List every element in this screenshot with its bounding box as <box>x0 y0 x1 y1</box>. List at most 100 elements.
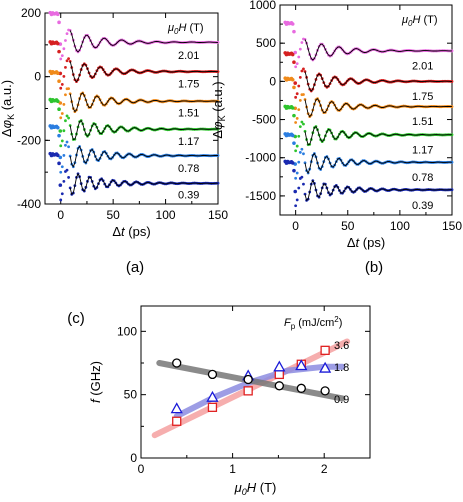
trace-point <box>67 176 70 179</box>
data-point-square <box>172 416 182 426</box>
panel-a: 0 50 100 150 200 0 -200 -400 ΔφK (a.u.) Δt (ps) μ0… <box>0 6 228 276</box>
trace-point <box>58 129 63 133</box>
y-tick-label: 0 <box>130 451 137 465</box>
trace-point <box>290 77 295 82</box>
trace-point <box>293 189 298 194</box>
data-point-square <box>243 386 253 396</box>
trace-point <box>58 101 63 105</box>
trace-point <box>57 49 61 54</box>
y-tick-label: -400 <box>17 197 41 211</box>
panel-label-b: (b) <box>365 259 383 276</box>
y-tick-label: 500 <box>256 36 276 50</box>
series-label: 0.9 <box>334 394 349 406</box>
trace-point <box>294 176 298 180</box>
trace-point <box>294 95 298 99</box>
trace-point <box>293 50 298 55</box>
trace-point <box>292 141 296 145</box>
legend-title: μ0H (T) <box>401 14 438 28</box>
y-axis-label: ΔφK (a.u.) <box>210 81 227 138</box>
trace-point <box>297 134 301 138</box>
fit-line <box>304 179 452 202</box>
trace-point <box>60 83 64 86</box>
data-point-triangle <box>273 360 286 372</box>
trace-point <box>58 155 63 160</box>
y-tick-label: 200 <box>21 6 41 20</box>
trace-point <box>300 120 304 124</box>
fit-line <box>304 71 453 92</box>
trace-point <box>302 122 305 126</box>
trace-point <box>59 170 63 174</box>
trace-point <box>59 57 63 61</box>
data-point-circle <box>172 358 182 368</box>
trace-point <box>292 168 296 173</box>
trace-point <box>295 92 299 96</box>
trace-point <box>292 29 296 34</box>
series-label: 3.6 <box>334 340 349 352</box>
data-point-circle <box>320 386 330 396</box>
trace-point <box>302 93 305 96</box>
series-label: 1.8 <box>334 362 349 374</box>
data-point-triangle <box>295 359 308 371</box>
data-point-circle <box>296 383 306 393</box>
x-axis-label: Δt (ps) <box>347 235 385 250</box>
trace-point <box>55 99 60 104</box>
trace-point <box>65 114 69 118</box>
y-tick-label: -200 <box>17 133 41 147</box>
y-axis-label: f (GHz) <box>88 361 103 403</box>
trace-point <box>297 186 301 190</box>
trace-point <box>55 153 60 158</box>
fit-line <box>304 125 453 146</box>
trace-point <box>64 119 67 123</box>
trace-point <box>295 144 299 148</box>
data-point-circle <box>243 374 253 385</box>
trace-point <box>300 41 304 44</box>
panel-label-a: (a) <box>126 259 144 276</box>
fit-line <box>69 30 218 53</box>
trace-point <box>67 116 70 120</box>
series-label: 1.51 <box>412 116 433 128</box>
series-label: 2.01 <box>178 50 199 62</box>
series-label: 0.78 <box>178 163 199 175</box>
trace-point <box>57 20 61 25</box>
trace-point <box>290 52 295 57</box>
x-tick-label: 50 <box>106 208 120 222</box>
y-axis-label: ΔφK (a.u.) <box>0 80 16 137</box>
series-label: 1.17 <box>412 144 433 156</box>
trace-point <box>290 133 295 138</box>
y-tick-label: -1500 <box>245 189 276 203</box>
trace-point <box>59 86 63 90</box>
trace-point <box>294 204 298 208</box>
x-tick-label: 2 <box>321 462 328 476</box>
series-label: 1.51 <box>178 107 199 119</box>
trace-point <box>67 57 70 61</box>
trace-point <box>64 39 67 42</box>
trace-point <box>294 65 298 69</box>
trace-point <box>302 67 305 71</box>
x-tick-label: 50 <box>341 219 355 233</box>
trace-point <box>303 98 307 101</box>
y-tick-label: -500 <box>252 113 276 127</box>
data-point-square <box>274 369 284 380</box>
trace-point <box>64 143 67 147</box>
y-tick-label: 100 <box>117 324 137 338</box>
trace-point <box>57 107 61 112</box>
trace-point <box>295 198 299 202</box>
trace-point <box>295 62 299 66</box>
trace-point <box>297 84 301 88</box>
data-point-circle <box>207 369 218 380</box>
x-tick-label: 100 <box>390 219 410 233</box>
trace-point <box>57 133 61 138</box>
trace-point <box>298 125 302 129</box>
trace-point <box>59 144 63 148</box>
trace-point <box>62 75 66 78</box>
trace-point <box>295 171 299 175</box>
trace-point <box>303 161 307 165</box>
series-label: 0.39 <box>178 189 199 201</box>
trace-point <box>68 154 72 158</box>
trace-point <box>293 81 298 85</box>
panel-label-c: (c) <box>67 310 85 327</box>
plot-frame <box>279 4 453 216</box>
trace-point <box>303 192 307 196</box>
panel-b: 0 50 100 150 1000 500 0 -500 -1000 -1500 ΔφK (a.u.… <box>210 0 462 276</box>
